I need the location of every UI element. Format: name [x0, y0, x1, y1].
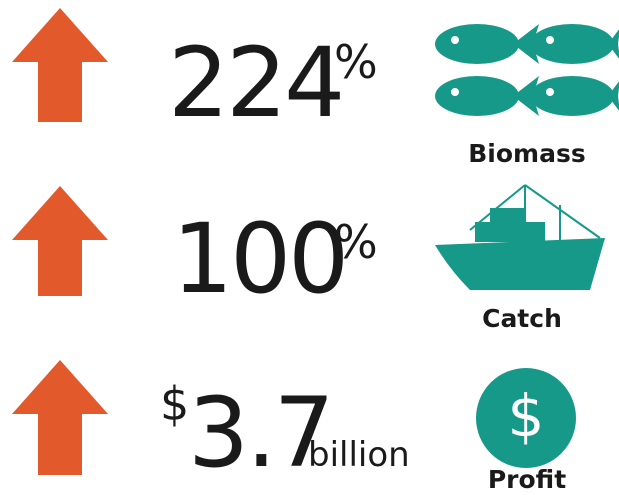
stat-label: Biomass [468, 139, 585, 168]
profit-icon [476, 368, 576, 468]
stat-label: Catch [482, 304, 562, 333]
stat-prefix: $ [160, 377, 189, 431]
stat-unit: % [334, 215, 378, 269]
stat-value: 100 [172, 203, 346, 315]
stat-unit: % [334, 35, 378, 89]
up-arrow [12, 8, 108, 122]
boat-icon [435, 184, 605, 290]
profit-icon-symbol: $ [508, 382, 545, 450]
fish-icon [435, 24, 619, 116]
stat-value: 224 [168, 27, 342, 139]
stat-label: Profit [488, 465, 566, 494]
up-arrow [12, 186, 108, 296]
up-arrow [12, 360, 108, 475]
stat-unit: billion [308, 435, 410, 475]
stat-value: 3.7 [188, 377, 332, 489]
